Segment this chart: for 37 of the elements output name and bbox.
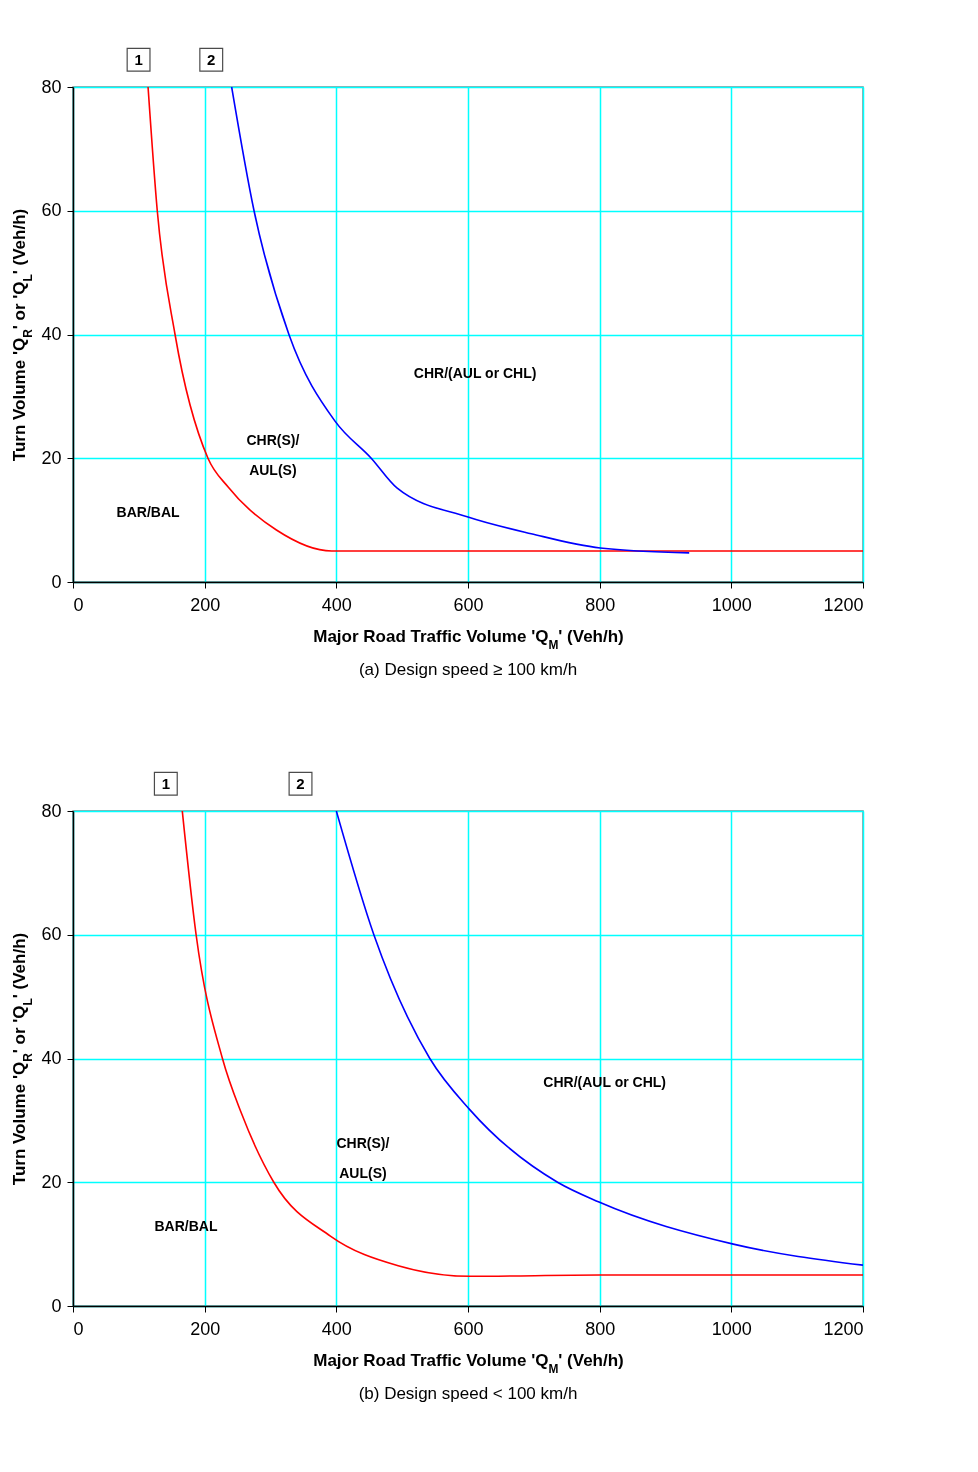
x-tick-label: 200 <box>190 1318 221 1339</box>
x-tick-label: 0 <box>73 594 84 615</box>
x-axis-title: Major Road Traffic Volume 'Q$_{M}$' (Veh/h) <box>313 1350 624 1376</box>
text: (a) Design speed ≥ 100 km/h <box>358 660 578 679</box>
x-axis-title: Major Road Traffic Volume 'Q$_{M}$' (Veh/h) <box>313 626 624 652</box>
x-tick-label: 200 <box>190 594 221 615</box>
x-tick-label: 600 <box>453 1318 484 1339</box>
y-tick-label: 60 <box>41 200 62 221</box>
x-tick-label: 1200 <box>823 1318 864 1339</box>
x-tick-label: 1000 <box>711 594 752 615</box>
annotation: CHR(S)/ AUL(S) <box>336 1134 390 1181</box>
x-tick-label: 800 <box>585 594 616 615</box>
y-tick-label: 0 <box>51 1295 62 1316</box>
y-tick-label: 20 <box>41 1171 62 1192</box>
y-tick-label: 40 <box>41 324 62 344</box>
annotation: BAR/BAL <box>116 503 180 520</box>
line-series <box>230 87 690 554</box>
x-tick-label: 0 <box>73 1318 84 1339</box>
text: 2 <box>207 50 216 68</box>
y-tick-label: 0 <box>51 571 62 592</box>
x-tick-label: 400 <box>321 594 352 615</box>
x-tick-label: 400 <box>321 1318 352 1339</box>
text: 1 <box>134 50 143 68</box>
y-tick-label: 60 <box>41 924 62 945</box>
y-tick-label: 80 <box>41 76 62 97</box>
annotation: CHR(S)/ AUL(S) <box>246 431 300 478</box>
y-tick-label: 80 <box>41 800 62 821</box>
x-tick-label: 1000 <box>711 1318 752 1339</box>
text: 1 <box>161 774 170 792</box>
text: (b) Design speed < 100 km/h <box>358 1384 578 1403</box>
text: 2 <box>296 774 305 792</box>
x-tick-label: 600 <box>453 594 484 615</box>
x-tick-label: 800 <box>585 1318 616 1339</box>
x-tick-label: 1200 <box>823 594 864 615</box>
line-series <box>335 811 863 1266</box>
y-tick-label: 20 <box>41 447 62 468</box>
y-tick-label: 40 <box>41 1048 62 1068</box>
